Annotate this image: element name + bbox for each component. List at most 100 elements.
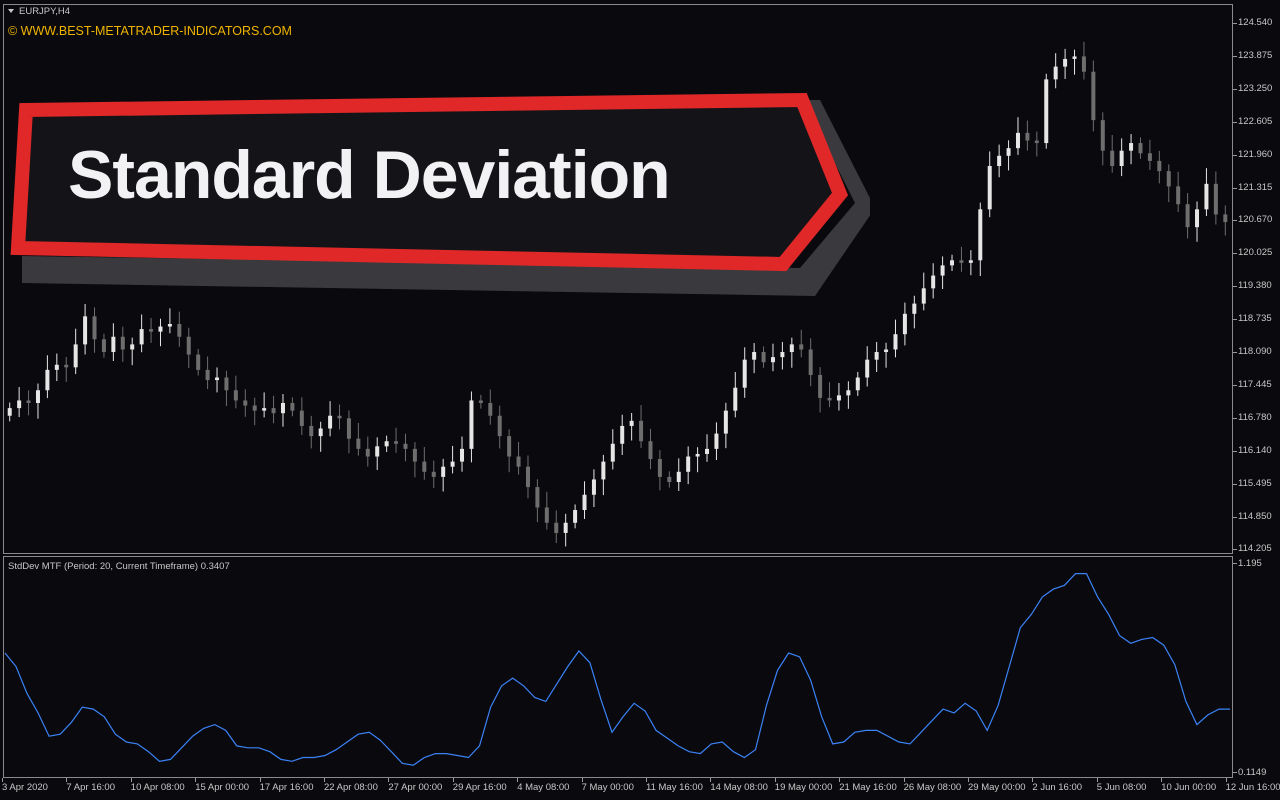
- candle: [280, 394, 285, 427]
- candle: [639, 405, 644, 448]
- candle: [478, 394, 483, 409]
- axis-tick: [1233, 121, 1237, 123]
- indicator-axis-bottom: 0.1149: [1238, 767, 1267, 778]
- axis-tick: [1233, 563, 1237, 564]
- price-axis[interactable]: 124.540 123.875 123.250 122.605 121.960 121.3…: [1233, 4, 1280, 554]
- candle: [394, 427, 399, 453]
- candle: [460, 436, 465, 472]
- time-axis[interactable]: 3 Apr 2020 7 Apr 16:00 10 Apr 08:00 15 Apr …: [0, 778, 1280, 800]
- candle: [1006, 140, 1011, 171]
- candle: [1044, 73, 1049, 149]
- candle: [1015, 117, 1020, 155]
- time-axis-label: 19 May 00:00: [774, 782, 833, 793]
- axis-tick: [1233, 384, 1237, 386]
- time-tick: [839, 778, 841, 782]
- axis-tick: [1233, 286, 1237, 288]
- axis-tick: [1233, 772, 1237, 773]
- candle: [997, 144, 1002, 178]
- candle: [1081, 41, 1086, 80]
- indicator-pane[interactable]: [3, 556, 1233, 778]
- candle: [158, 318, 163, 347]
- price-axis-label: 123.875: [1238, 49, 1273, 61]
- candle: [130, 337, 135, 366]
- axis-tick: [1233, 154, 1237, 156]
- candle: [45, 355, 50, 399]
- candle: [431, 460, 436, 489]
- candle: [412, 442, 417, 478]
- candle: [912, 295, 917, 329]
- candle: [1063, 48, 1068, 79]
- candle: [516, 441, 521, 475]
- price-axis-label: 120.025: [1238, 247, 1273, 259]
- candle: [469, 391, 474, 463]
- candle: [365, 436, 370, 467]
- candle: [1129, 134, 1134, 165]
- time-axis-label: 12 Jun 16:00: [1225, 782, 1280, 793]
- axis-tick: [1233, 319, 1237, 321]
- axis-tick: [1233, 55, 1237, 57]
- candle: [1138, 137, 1143, 159]
- candle: [101, 333, 106, 358]
- indicator-axis-top: 1.195: [1238, 558, 1262, 569]
- candle: [1053, 53, 1058, 89]
- time-axis-label: 2 Jun 16:00: [1032, 782, 1083, 793]
- price-axis-label: 114.205: [1238, 543, 1272, 555]
- candle: [1223, 205, 1228, 236]
- axis-tick: [1233, 220, 1237, 222]
- time-axis-label: 3 Apr 2020: [2, 782, 48, 793]
- time-tick: [452, 778, 454, 782]
- candle: [940, 256, 945, 290]
- time-tick: [968, 778, 969, 782]
- title-banner: [10, 92, 870, 296]
- price-axis-label: 115.495: [1238, 477, 1272, 489]
- candle: [346, 410, 351, 454]
- candle: [177, 311, 182, 347]
- candle: [17, 386, 22, 418]
- candle: [167, 308, 172, 334]
- candle: [648, 428, 653, 470]
- price-axis-label: 124.540: [1238, 17, 1273, 28]
- candle: [92, 307, 97, 353]
- time-axis-label: 29 May 00:00: [968, 782, 1026, 793]
- time-tick: [774, 778, 776, 782]
- axis-tick: [1233, 450, 1237, 452]
- candle: [83, 304, 88, 355]
- time-axis-label: 10 Apr 08:00: [130, 782, 185, 793]
- price-axis-label: 123.250: [1238, 82, 1273, 94]
- candle: [299, 397, 304, 435]
- candle: [610, 429, 615, 470]
- banner-frame: [10, 92, 849, 272]
- candle: [54, 353, 59, 382]
- time-axis-label: 27 Apr 00:00: [388, 782, 443, 793]
- time-axis-label: 26 May 08:00: [903, 782, 962, 793]
- candle: [601, 454, 606, 496]
- candle: [1147, 139, 1152, 170]
- time-tick: [388, 778, 390, 782]
- candle: [1119, 138, 1124, 177]
- candle: [780, 341, 785, 370]
- candle: [742, 347, 747, 398]
- candle: [563, 513, 568, 547]
- candle: [111, 323, 116, 362]
- indicator-axis[interactable]: 1.195 0.1149: [1233, 556, 1280, 778]
- time-tick: [66, 778, 68, 782]
- candle: [931, 263, 936, 299]
- candle: [1110, 135, 1115, 173]
- candle: [318, 421, 323, 452]
- candle: [215, 367, 220, 393]
- price-axis-label: 116.780: [1238, 411, 1272, 423]
- candle: [35, 383, 40, 419]
- candle: [488, 389, 493, 425]
- symbol-label[interactable]: EURJPY,H4: [8, 6, 70, 17]
- candle: [375, 437, 380, 470]
- dropdown-triangle-icon[interactable]: [8, 9, 14, 14]
- price-axis-label: 116.140: [1238, 444, 1272, 456]
- candle: [554, 510, 559, 544]
- price-axis-label: 121.315: [1238, 181, 1273, 193]
- price-axis-label: 118.735: [1238, 313, 1272, 325]
- candle: [120, 326, 125, 362]
- candle: [384, 435, 389, 452]
- candle: [836, 383, 841, 411]
- candle: [64, 356, 69, 382]
